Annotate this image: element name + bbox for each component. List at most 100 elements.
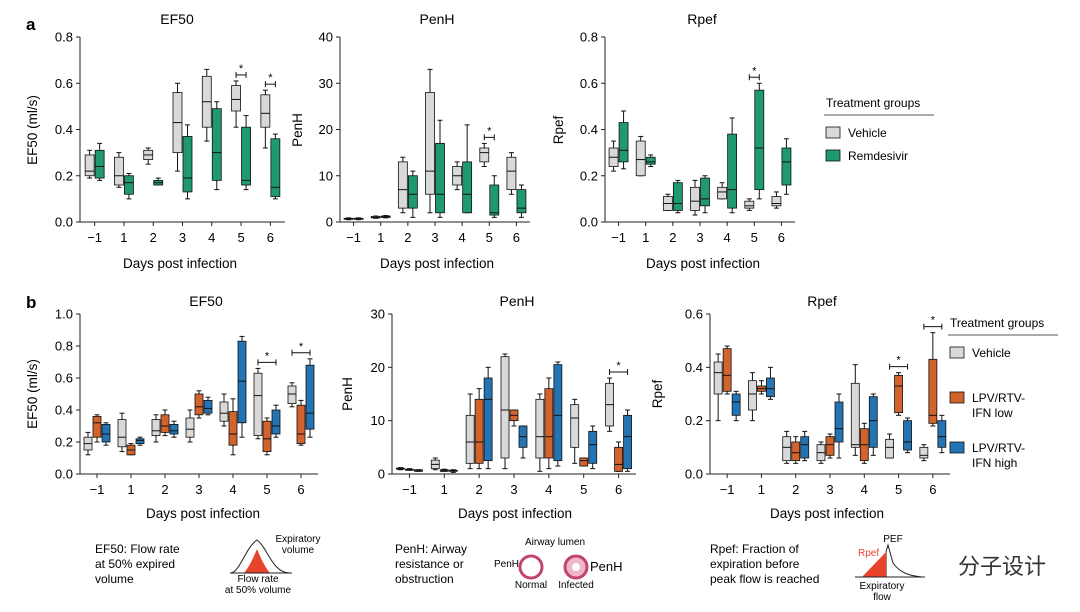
box-lpv-rtv-ifn-low-day-3 — [194, 390, 204, 419]
box-remdesivir-day-4 — [462, 124, 473, 214]
box-remdesivir-day-2 — [153, 177, 164, 186]
box-remdesivir-day-5 — [489, 175, 500, 218]
significance-star: * — [487, 125, 492, 137]
y-tick-label: 0.2 — [55, 435, 73, 450]
box-iqr — [748, 380, 757, 411]
box-vehicle-day-4 — [201, 68, 212, 142]
x-tick-label: 5 — [895, 482, 902, 497]
rpef-icon-label-bottom: Expiratory flow — [859, 581, 904, 603]
chart-title: Rpef — [687, 11, 717, 27]
box-vehicle-day-5 — [570, 398, 580, 464]
box-iqr — [305, 364, 315, 430]
x-tick-label: 2 — [404, 230, 411, 245]
y-tick-label: 0.8 — [55, 30, 73, 45]
box-remdesivir-day-4 — [727, 117, 738, 214]
significance-marker: * — [889, 355, 909, 370]
box-vehicle-day-6 — [287, 382, 297, 408]
x-tick-label: 3 — [826, 482, 833, 497]
chart-a-ef50: EF50 0.0 0.2 0.4 0.6 0.8 −1 1 2 3 4 5 6 Days post inf… — [25, 11, 285, 271]
box-iqr — [885, 438, 894, 459]
box-iqr — [635, 140, 646, 177]
watermark-text: 分子设计 — [958, 554, 1046, 579]
box-iqr — [535, 398, 545, 459]
y-tick-label: 0.8 — [580, 30, 598, 45]
box-remdesivir-day-0 — [94, 142, 105, 181]
box-iqr — [754, 89, 765, 191]
chart-a-rpef: Rpef 0.0 0.2 0.4 0.6 0.8 −1 1 2 3 4 5 6 Days post inf… — [551, 11, 795, 271]
box-iqr — [260, 94, 271, 128]
box-iqr — [553, 364, 563, 462]
box-iqr — [194, 393, 204, 416]
y-tick-label: 0.2 — [55, 168, 73, 183]
legend-label: Remdesivir — [848, 149, 908, 163]
y-tick-label: 30 — [371, 307, 385, 322]
box-lpv-rtv-ifn-low-day-2 — [474, 388, 484, 470]
chart-title: EF50 — [189, 293, 223, 309]
box-vehicle-day-0 — [608, 140, 619, 172]
penh-icon-label-top: Airway lumen — [525, 537, 585, 548]
box-iqr — [219, 401, 229, 422]
legend-b: Treatment groups Vehicle LPV/RTV-IFN low LP… — [948, 316, 1058, 470]
significance-marker: * — [235, 63, 247, 78]
infected-airway-lumen — [572, 563, 580, 571]
box-iqr — [462, 161, 473, 214]
chart-b-rpef: Rpef 0.0 0.2 0.4 0.6 −1 1 2 3 4 5 6 Days post infect… — [650, 293, 950, 521]
x-tick-label: 4 — [545, 482, 552, 497]
box-iqr — [771, 196, 782, 207]
box-remdesivir-day-5 — [241, 115, 251, 191]
y-tick-label: 1.0 — [55, 307, 73, 322]
box-iqr — [791, 441, 801, 462]
box-vehicle-day-1 — [430, 457, 440, 471]
box-iqr — [114, 156, 124, 186]
x-tick-label: 4 — [208, 230, 215, 245]
box-iqr — [868, 396, 878, 448]
x-tick-label: 6 — [778, 230, 785, 245]
penh-icon-label-normal: Normal — [515, 580, 547, 591]
box-iqr — [228, 411, 238, 446]
box-vehicle-day-6 — [506, 152, 517, 195]
x-tick-label: 4 — [861, 482, 868, 497]
x-tick-label: 2 — [476, 482, 483, 497]
box-lpv-rtv-ifn-low-day-6 — [296, 399, 306, 446]
x-tick-label: −1 — [346, 230, 361, 245]
x-tick-label: 6 — [513, 230, 520, 245]
charts-layer: EF50 0.0 0.2 0.4 0.6 0.8 −1 1 2 3 4 5 6 Days post inf… — [25, 11, 950, 521]
box-iqr — [713, 361, 723, 395]
x-tick-label: 5 — [751, 230, 758, 245]
legend-title: Treatment groups — [950, 316, 1044, 330]
box-remdesivir-day-1 — [645, 154, 656, 167]
significance-star: * — [299, 341, 304, 353]
y-tick-label: 0.0 — [685, 467, 703, 482]
y-tick-label: 0.0 — [55, 215, 73, 230]
box-remdesivir-day-5 — [754, 82, 765, 200]
y-tick-label: 0.4 — [55, 403, 73, 418]
box-lpv-rtv-ifn-high-day-4 — [237, 335, 247, 438]
box-iqr — [544, 388, 554, 459]
box-iqr — [588, 430, 598, 464]
x-tick-label: 1 — [441, 482, 448, 497]
box-vehicle-day-4 — [850, 364, 860, 456]
box-iqr — [94, 149, 105, 179]
x-tick-label: 4 — [724, 230, 731, 245]
y-tick-label: 0 — [378, 467, 385, 482]
box-iqr — [506, 156, 517, 191]
box-vehicle-day-2 — [151, 414, 161, 443]
box-iqr — [618, 122, 629, 163]
significance-star: * — [752, 65, 757, 77]
significance-marker: * — [257, 350, 277, 366]
legend-label: LPV/RTV-IFN low — [972, 391, 1025, 420]
box-iqr — [500, 356, 510, 459]
box-vehicle-day-1 — [635, 135, 646, 177]
box-iqr — [781, 147, 792, 186]
significance-marker: * — [923, 315, 943, 330]
box-iqr — [516, 189, 527, 214]
box-iqr — [645, 156, 656, 165]
box-vehicle-day-3 — [425, 68, 435, 214]
box-iqr — [474, 398, 484, 464]
box-lpv-rtv-ifn-high-day-0 — [731, 390, 741, 422]
penh-airway-icon — [518, 554, 589, 580]
box-lpv-rtv-ifn-high-day-5 — [903, 417, 912, 454]
box-iqr — [928, 358, 938, 424]
box-iqr — [727, 133, 738, 209]
